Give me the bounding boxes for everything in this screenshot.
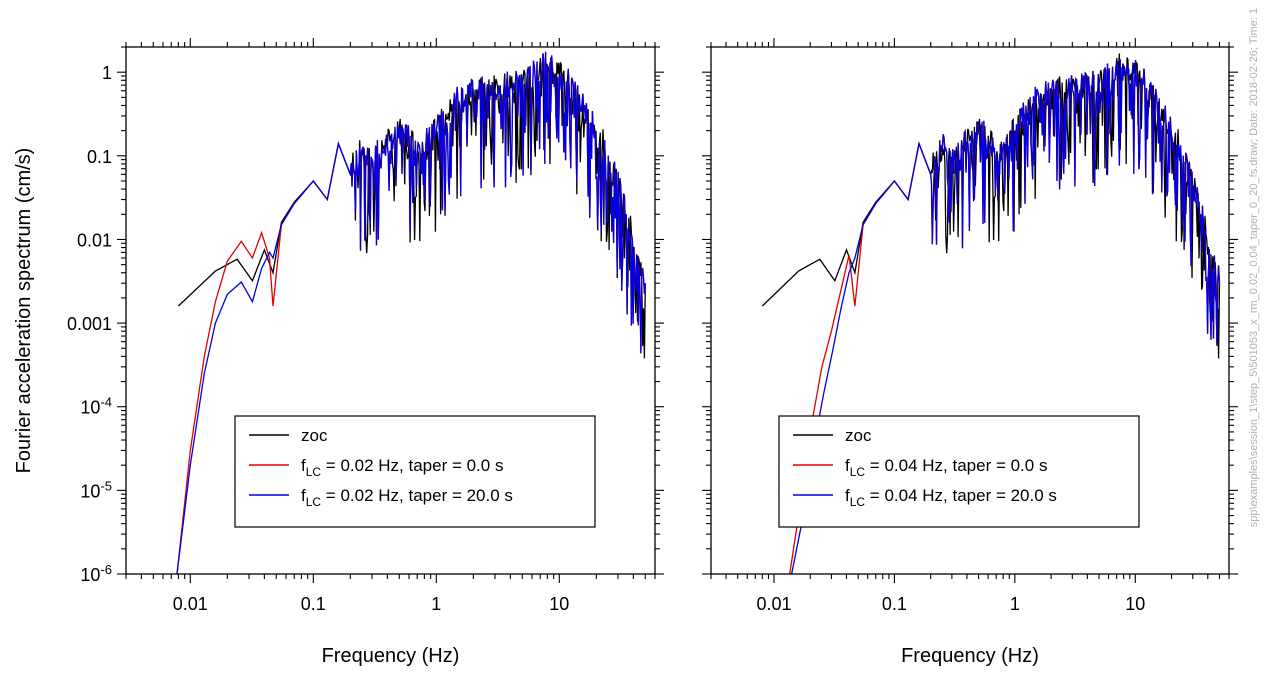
- legend-label-1: zoc: [845, 426, 872, 445]
- y-tick-label: 1: [102, 63, 112, 83]
- legend-label-3: fLC = 0.02 Hz, taper = 20.0 s: [301, 486, 513, 509]
- y-ticks: [117, 46, 664, 575]
- x-tick-label-10: 10: [549, 594, 569, 614]
- y-tick-label: 0.01: [77, 230, 112, 250]
- x-ticks: [710, 38, 1230, 583]
- series-line-3: [790, 59, 1221, 574]
- plot-frame: [125, 46, 656, 575]
- legend-label-1: zoc: [301, 426, 328, 445]
- legend: zoc fLC = 0.02 Hz, taper = 0.0 s fLC = 0.0…: [234, 415, 596, 528]
- x-tick-label-1: 1: [431, 594, 441, 614]
- series-line-3: [176, 51, 646, 574]
- series-group: [761, 53, 1221, 574]
- y-ticks: [702, 46, 1238, 575]
- x-tick-label-0.01: 0.01: [756, 594, 791, 614]
- plot-frame: [710, 46, 1230, 575]
- x-axis-label: Frequency (Hz): [322, 645, 460, 667]
- x-tick-label-1: 1: [1010, 594, 1020, 614]
- file-path-text: spp\examples\session_1\step_5\501053_x_r…: [1248, 8, 1260, 528]
- x-tick-label-0.01: 0.01: [173, 594, 208, 614]
- x-axis-label: Frequency (Hz): [901, 645, 1039, 667]
- y-tick-label: 10-5: [80, 478, 112, 501]
- legend: zoc fLC = 0.04 Hz, taper = 0.0 s fLC = 0.0…: [778, 415, 1140, 528]
- legend-label-2: fLC = 0.04 Hz, taper = 0.0 s: [845, 456, 1047, 479]
- y-tick-label: 0.001: [67, 314, 112, 334]
- x-tick-label-0.1: 0.1: [301, 594, 326, 614]
- y-tick-label: 10-6: [80, 562, 112, 585]
- legend-label-3: fLC = 0.04 Hz, taper = 20.0 s: [845, 486, 1057, 509]
- legend-box: [778, 415, 1140, 528]
- chart-panel-2: 0.01 0.1 1 10 Frequency (Hz) zoc fLC = 0.04 Hz…: [702, 38, 1238, 667]
- y-tick-label: 0.1: [87, 147, 112, 167]
- chart-panel-1: 0.01 0.1 1 10 1 0.1 0.01 0.001 10-4 10-5 10-6 Frequ…: [13, 38, 664, 667]
- x-ticks: [125, 38, 656, 583]
- series-group: [176, 51, 646, 574]
- x-tick-label-0.1: 0.1: [882, 594, 907, 614]
- legend-box: [234, 415, 596, 528]
- y-axis-label: Fourier acceleration spectrum (cm/s): [13, 148, 35, 474]
- y-tick-label: 10-4: [80, 395, 112, 418]
- file-path-note: spp\examples\session_1\step_5\501053_x_r…: [1246, 0, 1264, 681]
- x-tick-label-10: 10: [1125, 594, 1145, 614]
- legend-label-2: fLC = 0.02 Hz, taper = 0.0 s: [301, 456, 503, 479]
